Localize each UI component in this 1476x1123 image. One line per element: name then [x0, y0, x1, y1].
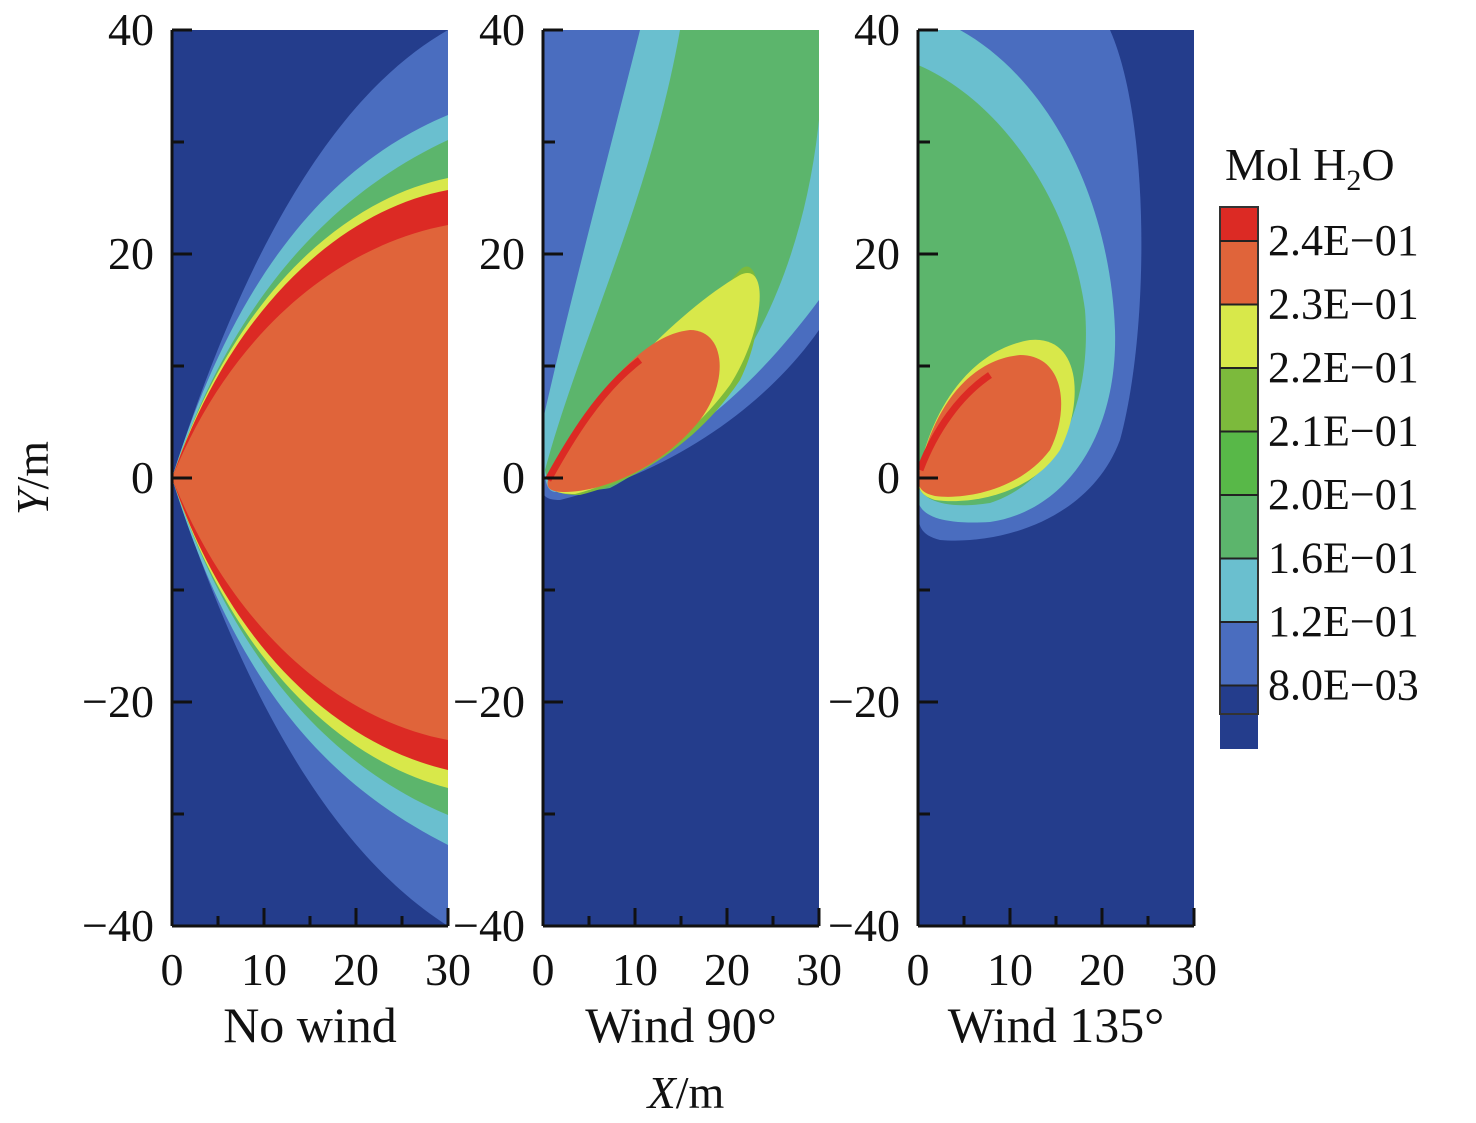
y-tick-label: −40 — [82, 900, 154, 951]
panel-wind-135 — [918, 30, 1194, 926]
y-tick-label: −40 — [453, 900, 525, 951]
x-tick-label: 0 — [532, 944, 555, 995]
y-tick-label: 40 — [479, 4, 525, 55]
legend-swatch — [1220, 622, 1258, 686]
legend-swatch — [1220, 207, 1258, 241]
x-tick-label: 10 — [241, 944, 287, 995]
legend: Mol H2O 2.4E−01 2.3E−01 2.2E−01 2.1E−01 2.0E−… — [1219, 139, 1419, 749]
legend-swatch — [1220, 685, 1258, 749]
y-tick-label: 0 — [877, 452, 900, 503]
legend-label: 1.2E−01 — [1268, 597, 1419, 646]
legend-label: 2.2E−01 — [1268, 343, 1419, 392]
x-axis-title: X/m — [646, 1067, 725, 1118]
legend-label: 2.1E−01 — [1268, 407, 1419, 456]
y-tick-label: −20 — [82, 676, 154, 727]
panel-label: Wind 135° — [948, 997, 1165, 1053]
y-tick-label: 0 — [502, 452, 525, 503]
x-tick-label: 0 — [907, 944, 930, 995]
legend-swatch — [1220, 495, 1258, 559]
legend-label: 2.4E−01 — [1268, 216, 1419, 265]
x-tick-label: 30 — [425, 944, 471, 995]
x-tick-label: 10 — [612, 944, 658, 995]
y-tick-label: 20 — [479, 228, 525, 279]
x-tick-label: 10 — [987, 944, 1033, 995]
x-tick-label: 20 — [333, 944, 379, 995]
x-tick-label: 20 — [1079, 944, 1125, 995]
legend-swatch — [1220, 431, 1258, 495]
legend-swatch — [1220, 558, 1258, 622]
panel-label: Wind 90° — [585, 997, 777, 1053]
y-tick-label: 20 — [108, 228, 154, 279]
legend-label: 8.0E−03 — [1268, 661, 1419, 710]
legend-frame — [1219, 206, 1259, 715]
y-tick-label: 0 — [131, 452, 154, 503]
y-tick-label: −20 — [453, 676, 525, 727]
x-tick-label: 20 — [704, 944, 750, 995]
legend-title: Mol H2O — [1225, 139, 1395, 197]
x-tick-label: 30 — [1171, 944, 1217, 995]
legend-swatch — [1220, 241, 1258, 305]
legend-swatch — [1220, 304, 1258, 368]
legend-label: 2.0E−01 — [1268, 470, 1419, 519]
panel-wind-90 — [543, 30, 819, 926]
panel-label: No wind — [223, 997, 397, 1053]
panel-no-wind — [172, 30, 448, 926]
legend-swatch — [1220, 368, 1258, 432]
y-tick-label: −40 — [828, 900, 900, 951]
legend-label: 2.3E−01 — [1268, 280, 1419, 329]
x-tick-label: 30 — [796, 944, 842, 995]
y-tick-label: −20 — [828, 676, 900, 727]
x-tick-label: 0 — [161, 944, 184, 995]
y-tick-label: 40 — [108, 4, 154, 55]
y-tick-label: 20 — [854, 228, 900, 279]
y-axis-title: Y/m — [7, 441, 58, 515]
y-tick-label: 40 — [854, 4, 900, 55]
legend-label: 1.6E−01 — [1268, 534, 1419, 583]
